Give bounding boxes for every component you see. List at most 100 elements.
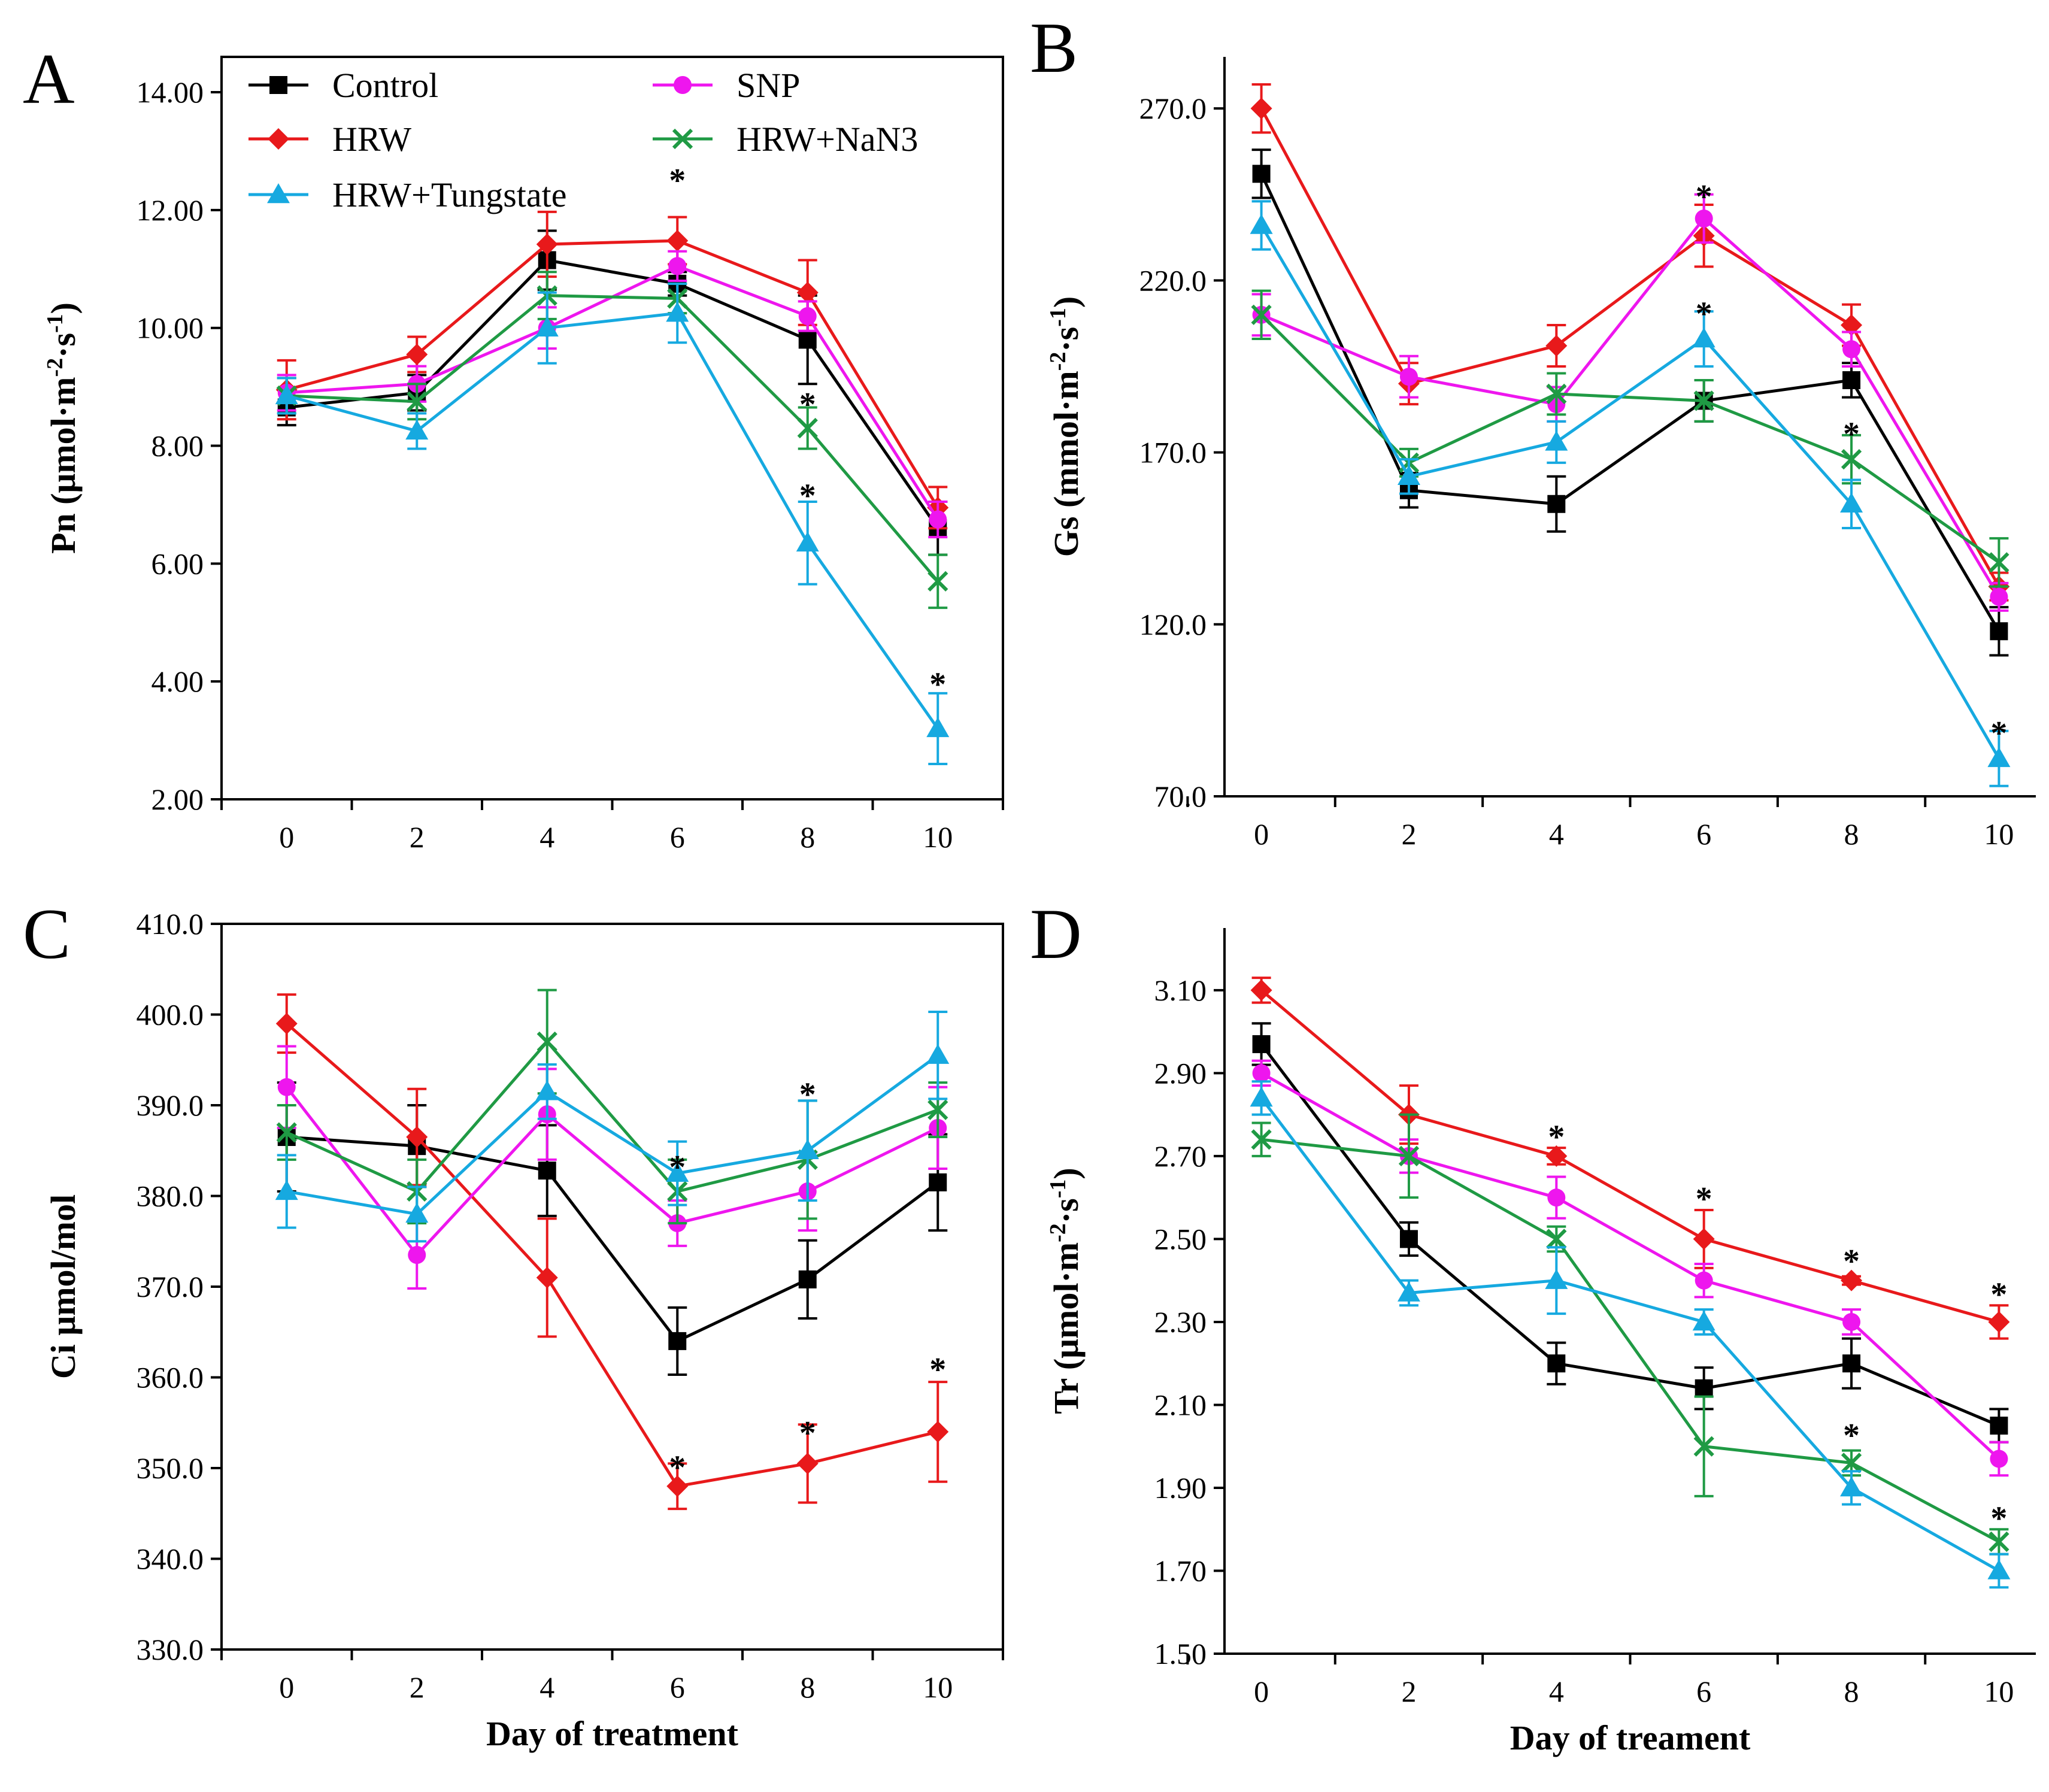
- panel-a-label: A: [23, 39, 75, 119]
- panel-a-x-tick-label: 4: [539, 820, 554, 854]
- panel-c-point-control: [668, 1332, 687, 1350]
- panel-d-point-hrw-tungstate: [1840, 1476, 1863, 1497]
- panel-b-series-line-control: [1260, 173, 2000, 632]
- panel-c-point-snp: [408, 1245, 426, 1264]
- panel-d-label: D: [1030, 894, 1082, 974]
- panel-c-significance-star: *: [799, 1415, 816, 1452]
- panel-b-point-hrw: [1841, 314, 1863, 336]
- panel-b-series-line-hrw: [1260, 107, 2000, 587]
- panel-b-point-hrw-tungstate: [1397, 465, 1420, 486]
- panel-d-point-hrw-nan3: [1693, 1436, 1714, 1457]
- panel-a-point-snp: [668, 257, 687, 275]
- legend-label-snp: SNP: [736, 66, 800, 105]
- panel-c-series-snp: [277, 1045, 948, 1290]
- panel-a-point-hrw-tungstate: [405, 419, 429, 440]
- panel-d-point-control: [1695, 1379, 1713, 1397]
- panel-d-series-line-hrw: [1260, 989, 2000, 1324]
- panel-a-significance-star: *: [799, 477, 816, 514]
- panel-a-y-tick-label: 14.00: [137, 75, 204, 109]
- panel-c-significance-star: *: [669, 1149, 686, 1186]
- panel-c-chart: C 330.0 340.0 350.0 360.0 370.0 380.0 390.0 400…: [23, 894, 1004, 1753]
- legend-item-hrw-tungstate: HRW+Tungstate: [248, 175, 567, 214]
- panel-b-series-hrw-nan3: [1251, 289, 2009, 588]
- panel-d-point-control: [1842, 1354, 1861, 1373]
- panel-d-point-hrw-nan3: [1841, 1453, 1862, 1473]
- panel-a-x-tick-label: 0: [279, 820, 294, 854]
- panel-c-series-line-control: [286, 1135, 939, 1343]
- panel-a-x-tick-label: 6: [670, 820, 685, 854]
- legend-label-hrw-tungstate: HRW+Tungstate: [332, 175, 567, 214]
- panel-b-point-hrw-nan3: [1546, 383, 1567, 405]
- panel-b-point-snp: [1399, 368, 1418, 386]
- panel-b-y-axis-title: Gs (mmol·m-2·s-1): [1045, 296, 1086, 557]
- panel-d-y-tick-label: 1.50: [1154, 1637, 1207, 1670]
- panel-a-series-line-hrw-nan3: [286, 294, 939, 583]
- panel-c-point-hrw-tungstate: [926, 1044, 950, 1064]
- panel-a-point-hrw-nan3: [927, 571, 948, 592]
- panel-a-significance-star: *: [799, 386, 816, 423]
- panel-d-point-hrw-nan3: [1546, 1229, 1567, 1250]
- panel-d-point-hrw-tungstate: [1545, 1269, 1568, 1289]
- panel-d-series-hrw: [1250, 977, 2010, 1340]
- panel-d-point-hrw: [1841, 1269, 1863, 1291]
- panel-c-y-tick-label: 340.0: [137, 1542, 204, 1576]
- panel-d-x-tick-label: 0: [1254, 1675, 1269, 1708]
- panel-a-point-control: [798, 330, 817, 349]
- panel-a-legend: Control SNP HRW HRW+NaN3 HRW+Tungstate: [248, 66, 918, 214]
- panel-d-point-control: [1547, 1354, 1566, 1373]
- panel-c-y-tick-label: 350.0: [137, 1451, 204, 1485]
- panel-c-significance-star: *: [669, 1449, 686, 1486]
- panel-a-point-hrw-tungstate: [535, 316, 559, 336]
- panel-a-series-control: [277, 229, 948, 556]
- panel-b-y-tick-label: 170.0: [1139, 436, 1207, 469]
- panel-d-y-axis-title: Tr (μmol·m-2·s-1): [1045, 1168, 1086, 1414]
- panel-b-significance-star: *: [1696, 295, 1712, 332]
- panel-b-x-tick-label: 4: [1549, 817, 1564, 851]
- panel-c-label: C: [23, 894, 71, 974]
- panel-d-y-tick-label: 2.30: [1154, 1305, 1207, 1339]
- panel-b-label: B: [1030, 8, 1078, 87]
- panel-c-y-tick-label: 360.0: [137, 1361, 204, 1394]
- panel-b-y-tick-label: 120.0: [1139, 608, 1207, 641]
- panel-a-series-hrw: [275, 210, 949, 530]
- panel-d-y-tick-label: 2.50: [1154, 1222, 1207, 1256]
- panel-a-point-hrw: [536, 233, 558, 255]
- panel-d-y-tick-label: 2.90: [1154, 1056, 1207, 1090]
- panel-c-y-tick-label: 400.0: [137, 998, 204, 1032]
- panel-d-y-tick-label: 1.90: [1154, 1471, 1207, 1505]
- panel-c-point-control: [538, 1162, 556, 1180]
- panel-d-point-hrw-tungstate: [1692, 1310, 1715, 1331]
- panel-d-point-hrw-tungstate: [1987, 1559, 2011, 1579]
- panel-a-point-snp: [798, 307, 817, 326]
- panel-d-series-hrw-nan3: [1251, 1113, 2009, 1556]
- panel-a-point-hrw-nan3: [407, 391, 428, 412]
- panel-c-point-control: [798, 1270, 817, 1288]
- panel-b-point-hrw: [1545, 335, 1568, 357]
- panel-c-point-hrw: [536, 1266, 558, 1288]
- panel-b-series-hrw-tungstate: [1250, 200, 2011, 787]
- panel-d-series-hrw-tungstate: [1250, 1080, 2011, 1589]
- panel-c-series-line-hrw: [286, 1022, 938, 1488]
- panel-a-y-tick-label: 6.00: [151, 547, 204, 580]
- panel-a-y-tick-label: 2.00: [151, 783, 204, 816]
- legend-item-hrw: HRW: [248, 120, 411, 159]
- panel-c-series-line-hrw-tungstate: [286, 1054, 939, 1216]
- legend-marker-control: [269, 76, 287, 94]
- panel-d-point-snp: [1695, 1271, 1713, 1290]
- legend-symbol-snp: [653, 76, 713, 94]
- panel-d-point-snp: [1547, 1188, 1566, 1207]
- panel-c-point-snp: [277, 1078, 296, 1096]
- panel-b-point-hrw-nan3: [1841, 448, 1862, 470]
- panel-c-y-tick-label: 370.0: [137, 1270, 204, 1303]
- panel-b-series-hrw: [1250, 83, 2010, 602]
- panel-d-y-tick-label: 2.70: [1154, 1139, 1207, 1173]
- panel-b-point-snp: [1695, 209, 1713, 228]
- panel-c-x-tick-label: 10: [923, 1670, 953, 1704]
- panel-c-point-hrw-nan3: [276, 1122, 297, 1143]
- panel-b-series-line-hrw-tungstate: [1260, 225, 2000, 760]
- legend-item-control: Control: [248, 66, 438, 105]
- panel-b-point-hrw-nan3: [1989, 552, 2009, 573]
- panel-c-y-tick-label: 390.0: [137, 1088, 204, 1122]
- panel-d-point-control: [1990, 1417, 2008, 1435]
- panel-b-x-tick-label: 10: [1984, 817, 2014, 851]
